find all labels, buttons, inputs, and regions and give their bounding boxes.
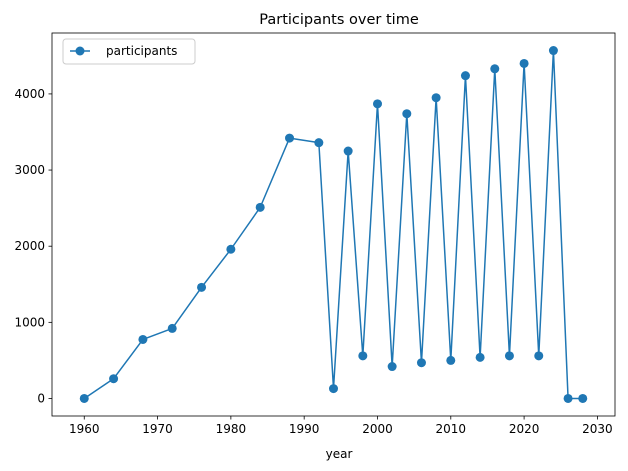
- data-point: [446, 355, 456, 365]
- data-point: [372, 99, 382, 109]
- x-axis-label: year: [326, 447, 353, 461]
- data-point: [563, 393, 573, 403]
- data-point: [387, 362, 397, 372]
- x-tick-label: 2020: [509, 422, 540, 436]
- y-tick-label: 4000: [14, 87, 45, 101]
- data-point: [329, 384, 338, 394]
- x-tick-label: 1990: [289, 422, 320, 436]
- x-tick-label: 2000: [362, 422, 393, 436]
- x-axis: 1960 1970 1980 1990 2000 2010 2020 2030: [69, 416, 613, 436]
- legend: participants: [62, 38, 196, 65]
- data-point: [504, 351, 514, 361]
- data-point: [490, 64, 500, 74]
- data-point: [358, 351, 368, 361]
- x-tick-label: 1970: [142, 422, 173, 436]
- y-tick-label: 0: [37, 391, 45, 405]
- x-tick-label: 2010: [436, 422, 467, 436]
- data-point: [534, 351, 544, 361]
- data-point: [197, 282, 207, 292]
- data-point: [109, 374, 119, 384]
- data-point: [285, 133, 295, 143]
- data-point: [519, 58, 529, 68]
- data-point: [402, 109, 412, 119]
- x-tick-label: 1980: [216, 422, 247, 436]
- data-point: [79, 393, 89, 403]
- series-line: [83, 49, 583, 400]
- data-point: [167, 323, 177, 333]
- x-tick-label: 2030: [582, 422, 613, 436]
- x-tick-label: 1960: [69, 422, 100, 436]
- y-axis: 0 1000 2000 3000 4000: [14, 87, 52, 405]
- data-point: [460, 71, 470, 81]
- data-point: [314, 138, 324, 148]
- data-point: [578, 393, 588, 403]
- y-tick-label: 1000: [14, 315, 45, 329]
- data-point: [475, 352, 485, 362]
- plot-frame: [51, 32, 616, 417]
- y-tick-label: 2000: [14, 239, 45, 253]
- y-tick-label: 3000: [14, 163, 45, 177]
- legend-box: [62, 38, 196, 65]
- data-point: [138, 334, 148, 344]
- data-point: [431, 93, 441, 103]
- data-point: [416, 358, 426, 368]
- legend-label: participants: [106, 44, 177, 58]
- data-point: [343, 146, 353, 156]
- data-point: [255, 202, 265, 212]
- plot-area: [51, 32, 616, 417]
- legend-marker-icon: [75, 46, 85, 56]
- data-point: [548, 46, 558, 56]
- chart-title: Participants over time: [259, 12, 419, 28]
- data-point: [226, 244, 236, 254]
